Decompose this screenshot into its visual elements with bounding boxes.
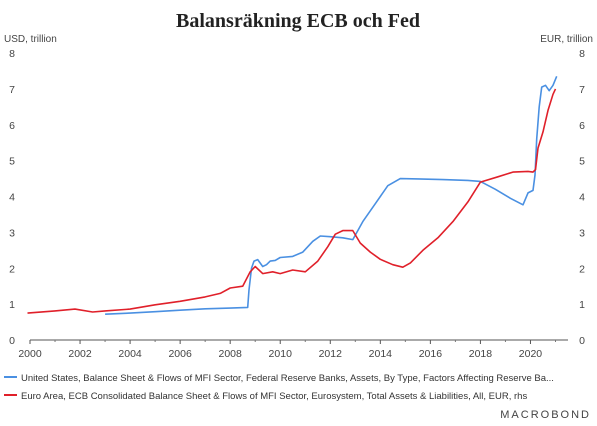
x-tick-label: 2000 xyxy=(18,348,42,360)
y-tick-right: 7 xyxy=(579,84,585,96)
y-tick-left: 8 xyxy=(9,48,15,60)
x-tick-label: 2016 xyxy=(419,348,443,360)
y-tick-left: 2 xyxy=(9,263,15,275)
x-tick-label: 2018 xyxy=(469,348,493,360)
chart-title: Balansräkning ECB och Fed xyxy=(176,10,420,32)
legend: United States, Balance Sheet & Flows of … xyxy=(4,373,554,402)
y-tick-right: 4 xyxy=(579,192,585,204)
x-tick-label: 2012 xyxy=(319,348,343,360)
y-tick-left: 1 xyxy=(9,299,15,311)
right-axis-unit: EUR, trillion xyxy=(540,34,593,45)
axes: 0 0 1 1 2 2 3 3 4 4 5 5 6 6 7 7 8 8 2000 2002 2004 2006 2008 20… xyxy=(9,48,585,360)
x-tick-label: 2010 xyxy=(269,348,293,360)
x-tick-label: 2006 xyxy=(168,348,192,360)
y-tick-right: 3 xyxy=(579,227,585,239)
y-tick-right: 1 xyxy=(579,299,585,311)
series-line-us-fed xyxy=(105,75,558,315)
x-tick-label: 2004 xyxy=(118,348,142,360)
y-tick-left: 4 xyxy=(9,192,15,204)
x-tick-label: 2014 xyxy=(369,348,393,360)
y-tick-right: 8 xyxy=(579,48,585,60)
y-tick-right: 6 xyxy=(579,120,585,132)
y-tick-left: 5 xyxy=(9,156,15,168)
y-tick-left: 0 xyxy=(9,335,15,347)
legend-label-us: United States, Balance Sheet & Flows of … xyxy=(21,373,554,384)
y-tick-left: 6 xyxy=(9,120,15,132)
x-tick-label: 2008 xyxy=(219,348,243,360)
x-tick-label: 2020 xyxy=(519,348,543,360)
y-tick-right: 0 xyxy=(579,335,585,347)
macrobond-logo: MACROBOND xyxy=(500,409,591,421)
y-tick-right: 5 xyxy=(579,156,585,168)
y-tick-right: 2 xyxy=(579,263,585,275)
legend-label-euro: Euro Area, ECB Consolidated Balance Shee… xyxy=(21,391,527,402)
y-tick-left: 3 xyxy=(9,227,15,239)
x-tick-label: 2002 xyxy=(68,348,92,360)
series-layer xyxy=(27,75,558,315)
series-line-ecb xyxy=(27,88,557,314)
left-axis-unit: USD, trillion xyxy=(4,34,57,45)
y-tick-left: 7 xyxy=(9,84,15,96)
